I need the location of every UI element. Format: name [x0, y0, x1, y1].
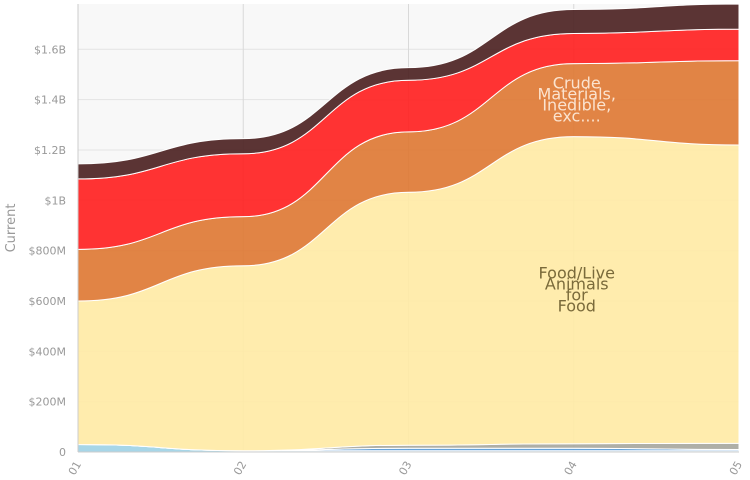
- annotation-line: Materials,: [538, 85, 616, 104]
- y-axis-label: Current: [4, 204, 19, 253]
- y-tick-label: $1.6B: [34, 43, 66, 56]
- y-tick-label: $1.4B: [34, 94, 66, 107]
- y-axis-ticks: 0 $200M $400M $600M $800M $1B $1.2B $1.4B $1.6B: [29, 43, 67, 459]
- area-series-dark-brown: [77, 3, 740, 180]
- area-series-group: [77, 3, 740, 453]
- x-tick-label: 02: [231, 459, 249, 478]
- x-axis-ticks: 01 02 03 04 05: [66, 459, 745, 478]
- x-tick-label: 05: [727, 459, 745, 478]
- y-tick-label: $200M: [29, 396, 67, 409]
- annotation-line: Food: [558, 297, 596, 316]
- annotation-line: exc....: [553, 107, 601, 126]
- y-tick-label: $600M: [29, 295, 67, 308]
- y-tick-label: $1.2B: [34, 144, 66, 157]
- x-tick-label: 04: [562, 459, 580, 478]
- y-tick-label: 0: [59, 446, 66, 459]
- y-tick-label: $800M: [29, 245, 67, 258]
- y-tick-label: $1B: [44, 194, 66, 207]
- series-annotation: CrudeMaterials,Inedible,exc....: [538, 74, 616, 126]
- annotation-line: Animals: [545, 275, 609, 294]
- x-tick-label: 01: [66, 459, 84, 478]
- annotation-line: Food/Live: [539, 264, 615, 283]
- annotation-line: Crude: [553, 74, 601, 93]
- x-tick-label: 03: [396, 459, 414, 478]
- y-tick-label: $400M: [29, 345, 67, 358]
- annotation-line: Inedible,: [542, 96, 611, 115]
- annotation-line: for: [566, 286, 588, 305]
